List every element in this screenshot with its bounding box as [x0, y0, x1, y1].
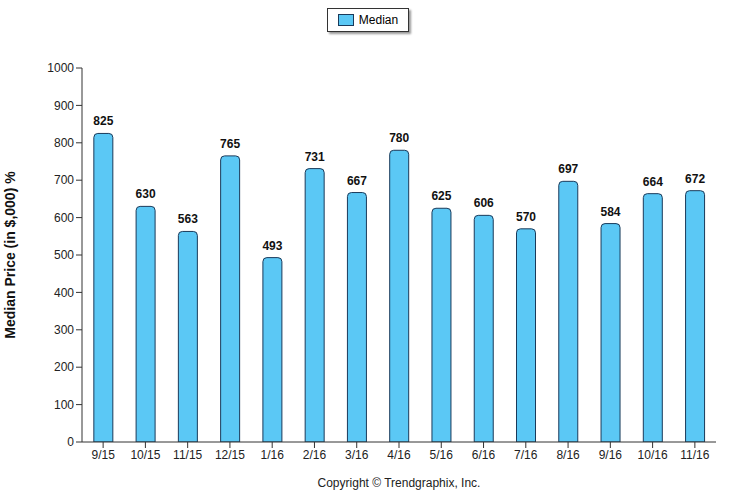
- svg-text:570: 570: [516, 210, 536, 224]
- svg-text:625: 625: [431, 189, 451, 203]
- svg-text:900: 900: [54, 99, 74, 113]
- svg-text:200: 200: [54, 360, 74, 374]
- svg-text:9/15: 9/15: [91, 448, 115, 462]
- svg-text:3/16: 3/16: [345, 448, 369, 462]
- svg-text:493: 493: [262, 239, 282, 253]
- svg-text:600: 600: [54, 211, 74, 225]
- svg-text:825: 825: [93, 114, 113, 128]
- html-text:Copyright © Trendgraphix, Inc.: Copyright © Trendgraphix, Inc.: [317, 476, 481, 490]
- svg-text:11/16: 11/16: [680, 448, 709, 462]
- svg-text:12/15: 12/15: [215, 448, 245, 462]
- svg-text:780: 780: [389, 131, 409, 145]
- svg-text:1/16: 1/16: [261, 448, 285, 462]
- svg-text:10/15: 10/15: [130, 448, 160, 462]
- svg-text:664: 664: [643, 175, 663, 189]
- svg-text:10/16: 10/16: [638, 448, 668, 462]
- html-text:Median: Median: [358, 13, 399, 27]
- svg-text:500: 500: [54, 248, 74, 262]
- svg-text:7/16: 7/16: [514, 448, 538, 462]
- svg-text:584: 584: [601, 205, 621, 219]
- svg-text:1000: 1000: [47, 61, 74, 75]
- svg-text:100: 100: [54, 398, 74, 412]
- svg-text:697: 697: [558, 162, 578, 176]
- svg-text:765: 765: [220, 137, 240, 151]
- svg-text:5/16: 5/16: [430, 448, 454, 462]
- svg-text:630: 630: [136, 187, 156, 201]
- svg-text:2/16: 2/16: [303, 448, 327, 462]
- svg-text:800: 800: [54, 136, 74, 150]
- svg-text:731: 731: [305, 150, 325, 164]
- svg-text:6/16: 6/16: [472, 448, 496, 462]
- svg-text:563: 563: [178, 212, 198, 226]
- svg-text:0: 0: [67, 435, 74, 449]
- svg-text:300: 300: [54, 323, 74, 337]
- svg-text:667: 667: [347, 174, 367, 188]
- svg-text:9/16: 9/16: [599, 448, 623, 462]
- svg-text:8/16: 8/16: [556, 448, 580, 462]
- svg-text:11/15: 11/15: [173, 448, 202, 462]
- svg-text:Median Price (in $,000) %: Median Price (in $,000) %: [8, 171, 18, 339]
- svg-text:700: 700: [54, 173, 74, 187]
- svg-text:4/16: 4/16: [387, 448, 411, 462]
- svg-text:672: 672: [685, 172, 705, 186]
- svg-text:606: 606: [474, 196, 494, 210]
- svg-text:400: 400: [54, 286, 74, 300]
